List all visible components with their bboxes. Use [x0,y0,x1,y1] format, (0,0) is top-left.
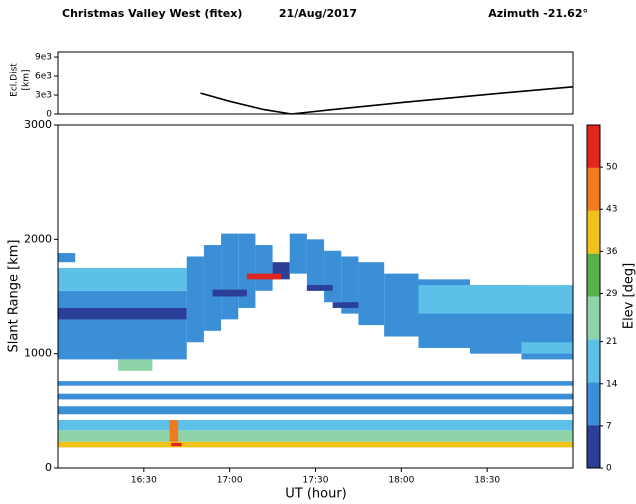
x-tick-label: 17:30 [303,476,329,486]
cell [58,267,187,291]
colorbar-label: Elev [deg] [622,263,636,329]
x-tick-label: 18:00 [388,476,414,486]
y-tick-label: 3e3 [35,91,52,101]
colorbar-frame [586,124,601,469]
y-tick-label: 0 [45,461,52,474]
x-tick-label: 18:30 [474,476,500,486]
colorbar-tick-label: 36 [606,247,618,257]
cell [221,233,239,320]
cell [246,273,282,280]
cell [58,430,573,442]
top-y-label: Ecl.Dist [10,63,20,97]
cell [306,285,333,291]
cell [186,256,204,343]
colorbar-tick-label: 7 [606,421,612,431]
cell [58,393,573,400]
x-tick-label: 16:30 [131,476,157,486]
y-tick-label: 9e3 [35,53,52,63]
cell [418,285,573,314]
colorbar-segment [587,296,600,340]
cell [255,245,273,291]
cell [289,233,307,274]
cell [306,239,325,291]
ecl-line [200,86,574,115]
y-tick-label: 0 [46,110,52,120]
y-tick-label: 1000 [24,347,52,360]
colorbar-segment [587,210,600,254]
cell [358,262,385,326]
cell [341,256,359,314]
colorbar-segment [587,253,600,297]
colorbar-tick-label: 50 [606,163,618,173]
cell [58,406,573,415]
x-tick-label: 17:00 [217,476,243,486]
cell [58,290,187,360]
plot-frame [57,51,574,115]
colorbar-tick-label: 43 [606,205,617,215]
cell [118,359,153,371]
colorbar-segment [587,339,600,383]
cell [58,419,573,431]
top-y-unit: [km] [22,69,32,90]
cell [521,342,573,354]
colorbar-segment [587,125,600,168]
y-tick-label: 6e3 [35,72,52,82]
y-tick-label: 3000 [24,118,52,131]
y-tick-label: 2000 [24,232,52,245]
cell [58,381,573,386]
colorbar-segment [587,167,600,211]
colorbar-tick-label: 0 [606,464,612,474]
colorbar-tick-label: 29 [606,289,618,299]
cell [324,250,342,303]
cell [58,253,76,263]
colorbar-segment [587,425,600,468]
x-axis-label: UT (hour) [285,487,347,502]
colorbar-tick-label: 14 [606,379,618,389]
cell [238,233,256,308]
cell [203,245,222,331]
cell [332,302,359,308]
y-axis-label: Slant Range [km] [7,240,22,353]
cell [169,419,179,442]
azimuth-title: Azimuth -21.62° [488,7,588,20]
colorbar-tick-label: 21 [606,337,617,347]
cell [171,442,182,447]
station-title: Christmas Valley West (fitex) [62,7,242,20]
cell [384,273,419,337]
date-title: 21/Aug/2017 [279,7,357,20]
colorbar-segment [587,382,600,426]
cell [212,289,247,297]
cell [58,441,573,448]
cell [58,307,187,320]
